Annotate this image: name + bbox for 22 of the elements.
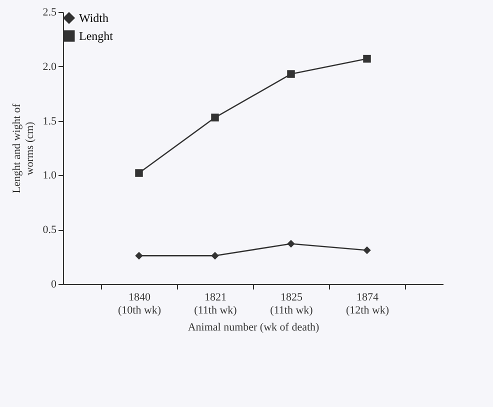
x-tick-label: 1821 (11th wk) [194, 292, 238, 316]
x-axis-title: Animal number (wk of death) [188, 322, 320, 334]
point [135, 252, 143, 260]
x-tick-label: 1825 (11th wk) [270, 292, 314, 316]
legend-label: Lenght [79, 29, 114, 43]
point [363, 246, 371, 254]
point [211, 114, 219, 122]
x-tick-label: 1874 (12th wk) [346, 292, 390, 316]
point [287, 240, 295, 248]
point [211, 252, 219, 260]
y-tick-label: 0 [51, 278, 57, 290]
y-tick-label: 1.5 [42, 115, 57, 128]
y-tick-label: 1.0 [42, 170, 57, 182]
point [363, 54, 371, 63]
y-tick-label: 2.5 [42, 6, 57, 18]
point [135, 169, 143, 177]
legend-label: Width [79, 11, 109, 25]
y-tick-label: 0.5 [42, 224, 57, 236]
y-tick-label: 2.0 [42, 60, 57, 73]
y-axis-title: Lenght and wight of worms (cm) [10, 103, 36, 194]
x-tick-label: 1840 (10th wk) [118, 292, 162, 316]
point [287, 70, 295, 78]
